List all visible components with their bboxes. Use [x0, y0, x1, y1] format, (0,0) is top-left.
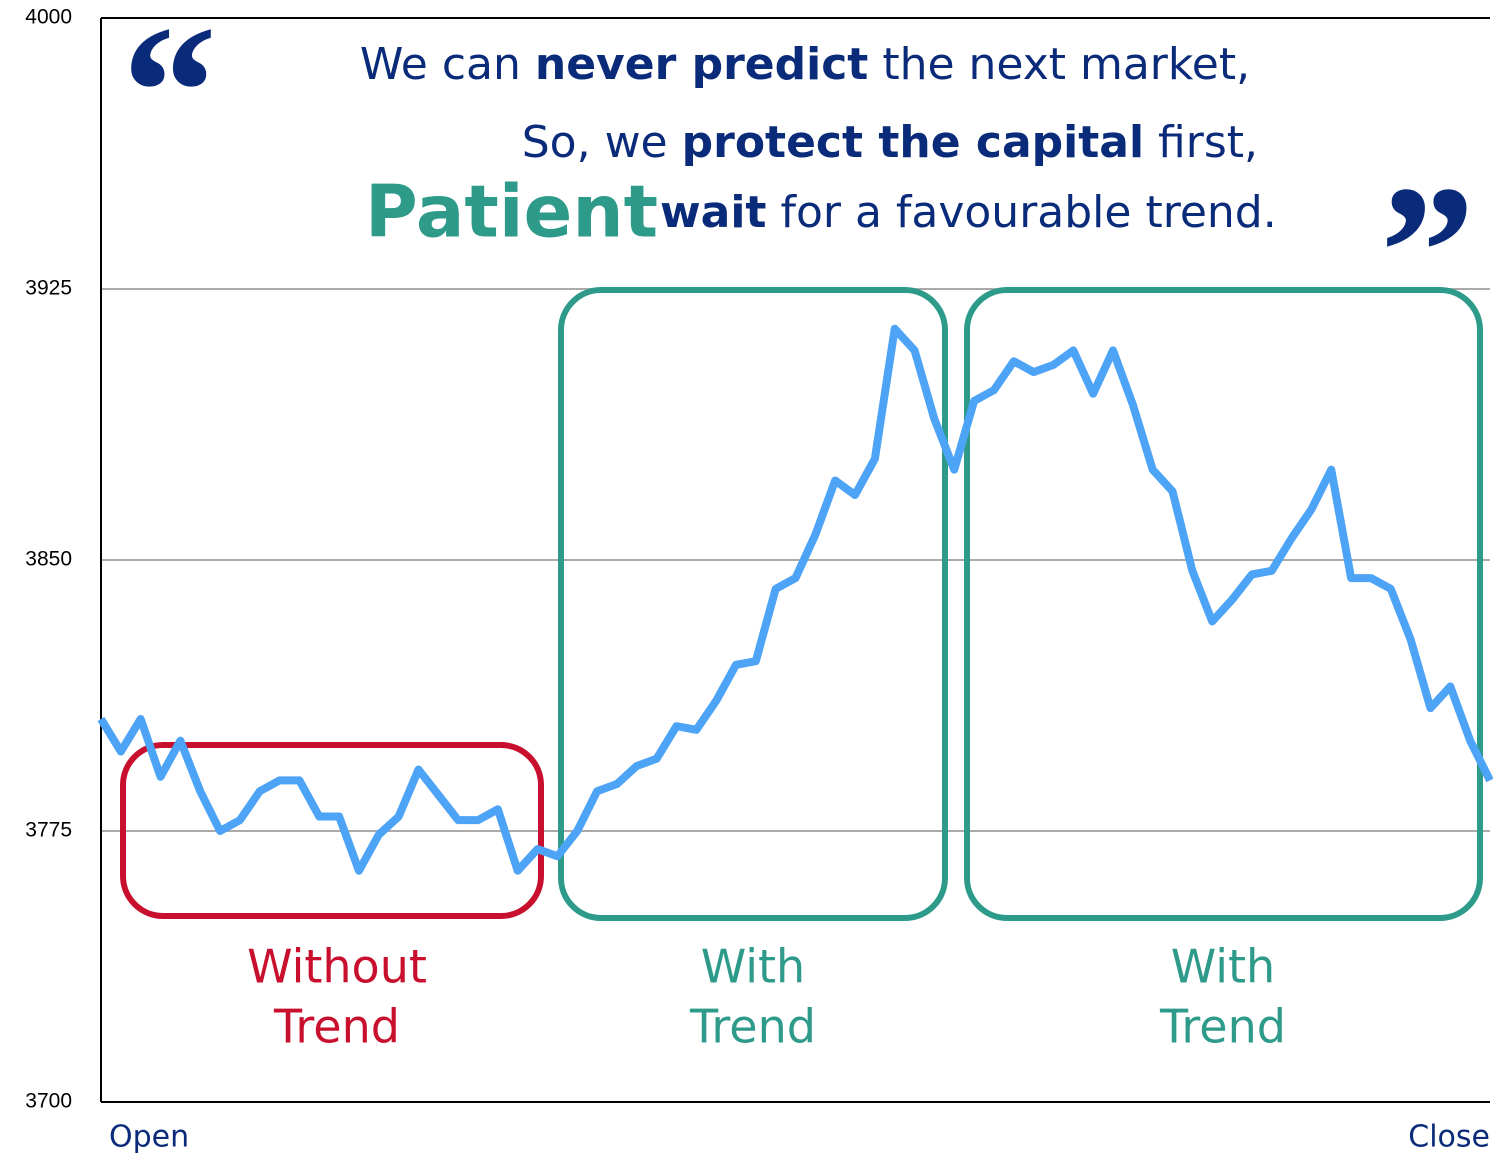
y-tick-label: 3925 [25, 277, 72, 300]
quote-bold: protect the capital [682, 117, 1144, 168]
open-quote-mark: “ [122, 0, 217, 198]
quote-text: We can [360, 39, 535, 90]
quote-text: first, [1144, 117, 1258, 168]
quote-bold: wait [660, 187, 766, 238]
quote-bold: never predict [535, 39, 868, 90]
region-box [120, 742, 544, 919]
x-tick-label: Close [1408, 1120, 1490, 1155]
y-tick-label: 3700 [25, 1090, 72, 1113]
region-label: Without [247, 940, 427, 994]
quote-text: the next market, [868, 39, 1250, 90]
close-quote-mark: ” [1380, 148, 1475, 358]
quote-highlight: Patient [365, 170, 658, 254]
quote-line: So, we protect the capital first, [522, 117, 1258, 168]
region-label: Trend [1159, 1000, 1286, 1054]
quote-line: We can never predict the next market, [360, 39, 1250, 90]
quote-line: wait for a favourable trend. [660, 187, 1277, 238]
price-line [97, 324, 1493, 875]
x-tick-label: Open [109, 1120, 189, 1155]
region-label: With [1171, 940, 1275, 994]
quote-text: So, we [522, 117, 682, 168]
region-box [964, 287, 1483, 921]
y-tick-label: 4000 [25, 6, 72, 29]
y-tick-label: 3850 [25, 548, 72, 571]
region-label: Trend [273, 1000, 400, 1054]
quote-text: for a favourable trend. [766, 187, 1276, 238]
region-label: Trend [689, 1000, 816, 1054]
region-label: With [701, 940, 805, 994]
y-tick-label: 3775 [25, 819, 72, 842]
region-box [558, 287, 948, 921]
